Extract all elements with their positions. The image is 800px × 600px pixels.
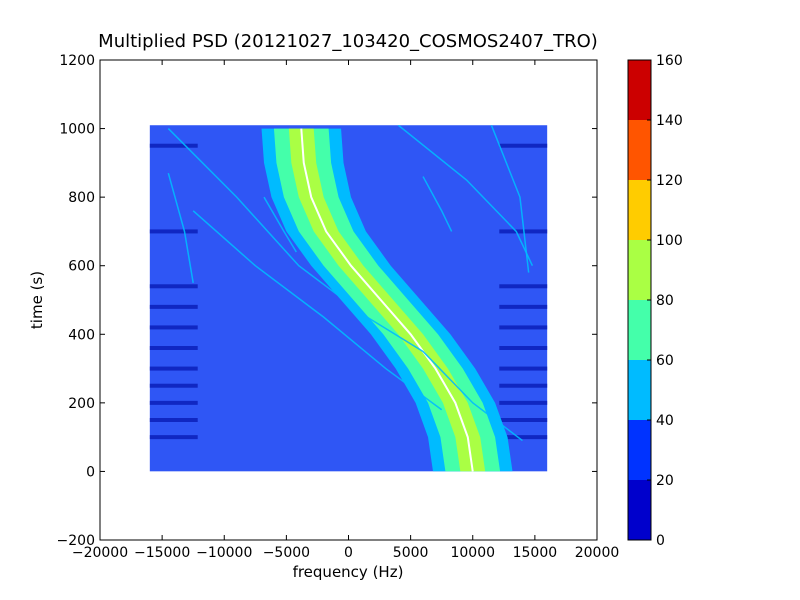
artifact-left bbox=[149, 304, 198, 309]
artifact-right bbox=[499, 435, 548, 440]
y-tick-label: 200 bbox=[68, 396, 95, 412]
y-axis: −200 0 200 400 600 800 1000 1200 bbox=[57, 53, 597, 549]
artifact-right bbox=[499, 418, 548, 422]
artifact-left bbox=[149, 229, 198, 234]
artifact-left bbox=[149, 435, 198, 440]
artifact-left bbox=[149, 383, 198, 388]
chart-title: Multiplied PSD (20121027_103420_COSMOS24… bbox=[98, 31, 598, 52]
artifact-right bbox=[499, 383, 548, 388]
x-tick-label: −10000 bbox=[196, 545, 252, 561]
x-tick-label: 20000 bbox=[575, 545, 620, 561]
artifact-right bbox=[499, 284, 548, 289]
artifact-right bbox=[499, 143, 548, 148]
colorbar-segment bbox=[628, 180, 651, 240]
colorbar-segment bbox=[628, 420, 651, 480]
colorbar-tick-label: 80 bbox=[656, 293, 674, 309]
y-tick-label: 1000 bbox=[59, 122, 95, 138]
secondary-trace bbox=[397, 125, 534, 267]
colorbar-tick-label: 40 bbox=[656, 413, 674, 429]
y-axis-label: time (s) bbox=[28, 271, 46, 329]
x-axis: −20000 −15000 −10000 −5000 0 5000 10000 15000 20… bbox=[72, 60, 619, 561]
colorbar-tick-label: 60 bbox=[656, 353, 674, 369]
x-tick-label: −5000 bbox=[263, 545, 310, 561]
x-tick-label: −15000 bbox=[134, 545, 190, 561]
artifact-left bbox=[149, 284, 198, 289]
artifact-right bbox=[499, 346, 548, 350]
secondary-trace bbox=[167, 128, 523, 442]
y-tick-label: 800 bbox=[68, 190, 95, 206]
colorbar-tick-label: 20 bbox=[656, 473, 674, 489]
y-tick-label: 1200 bbox=[59, 53, 95, 69]
x-tick-label: 5000 bbox=[393, 545, 429, 561]
artifact-right bbox=[499, 366, 548, 371]
artifact-right bbox=[499, 400, 548, 405]
signal-peak-line bbox=[300, 128, 474, 472]
artifact-left bbox=[149, 325, 198, 330]
secondary-trace bbox=[422, 176, 453, 232]
artifact-right bbox=[499, 304, 548, 309]
secondary-trace bbox=[263, 196, 297, 253]
colorbar-segment bbox=[628, 120, 651, 180]
artifact-left bbox=[149, 400, 198, 405]
y-tick-label: 0 bbox=[86, 464, 95, 480]
colorbar-tick-label: 100 bbox=[656, 233, 683, 249]
x-axis-label: frequency (Hz) bbox=[293, 563, 404, 581]
colorbar-tick-label: 160 bbox=[656, 53, 683, 69]
colorbar-segment bbox=[628, 240, 651, 300]
x-tick-label: 0 bbox=[344, 545, 353, 561]
plot-area: −20000 −15000 −10000 −5000 0 5000 10000 15000 20… bbox=[57, 53, 620, 561]
colorbar-tick-label: 140 bbox=[656, 113, 683, 129]
y-tick-label: 600 bbox=[68, 259, 95, 275]
secondary-trace bbox=[167, 172, 194, 283]
colorbar-segment bbox=[628, 360, 651, 420]
artifact-right bbox=[499, 325, 548, 330]
colorbar-segment bbox=[628, 480, 651, 540]
x-tick-label: 15000 bbox=[513, 545, 558, 561]
artifact-left bbox=[149, 143, 198, 148]
colorbar: 0 20 40 60 80 100 120 140 160 bbox=[627, 53, 683, 549]
colorbar-segment bbox=[628, 300, 651, 360]
signal-band-yellow-green bbox=[288, 128, 486, 472]
heatmap bbox=[149, 125, 548, 472]
artifact-left bbox=[149, 418, 198, 422]
y-tick-label: 400 bbox=[68, 327, 95, 343]
x-tick-label: −20000 bbox=[72, 545, 128, 561]
y-tick-label: −200 bbox=[57, 533, 95, 549]
colorbar-segment bbox=[628, 60, 651, 120]
colorbar-tick-label: 0 bbox=[656, 533, 665, 549]
artifact-left bbox=[149, 366, 198, 371]
x-tick-label: 10000 bbox=[450, 545, 495, 561]
secondary-trace bbox=[192, 210, 443, 411]
secondary-trace bbox=[490, 125, 530, 273]
colorbar-tick-label: 120 bbox=[656, 173, 683, 189]
artifact-left bbox=[149, 346, 198, 350]
